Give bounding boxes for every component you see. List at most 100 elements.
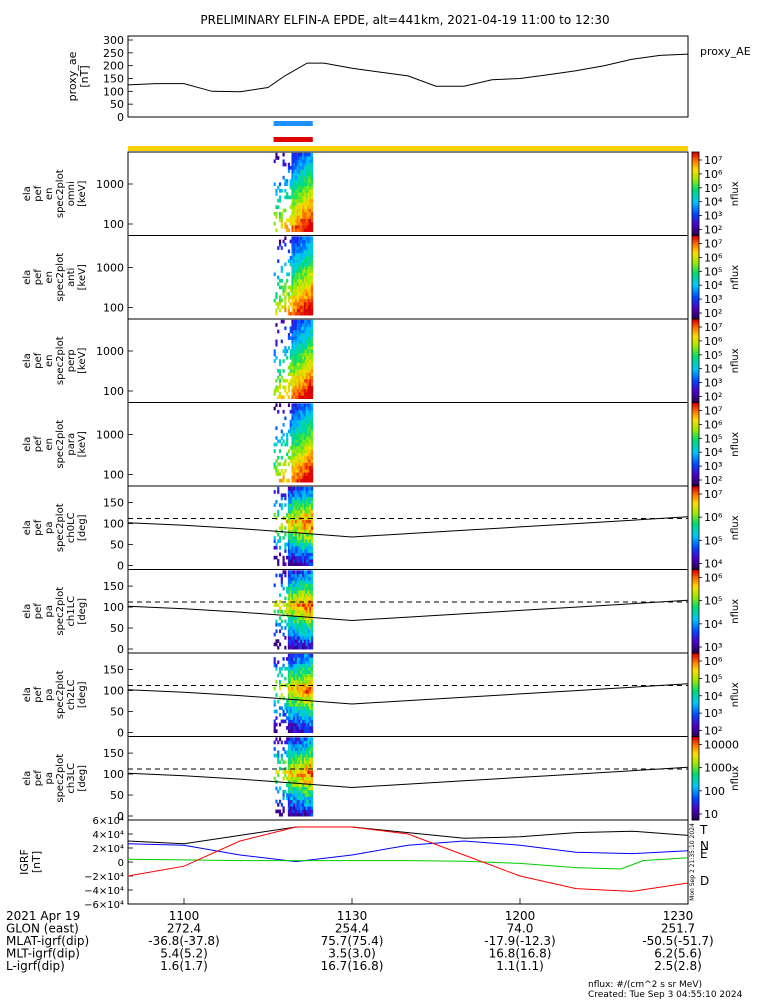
colorbar-cell (692, 636, 699, 639)
spectrogram-cell (293, 452, 296, 457)
spectrogram-cell (307, 706, 310, 711)
spectrogram-cell (289, 576, 292, 581)
spectrogram-cell (298, 469, 301, 473)
spectrogram-cell (294, 803, 298, 807)
spectrogram-cell (309, 526, 312, 530)
spectrogram-cell (300, 709, 303, 714)
spectrogram-cell (300, 311, 303, 316)
spectrogram-cell (311, 218, 314, 223)
spectrogram-cell (303, 365, 307, 370)
spectrogram-cell (311, 712, 314, 717)
spectrogram-cell (303, 472, 307, 476)
spectrogram-cell (305, 686, 308, 691)
colorbar-cell (692, 586, 699, 589)
spectrogram-cell (309, 259, 312, 263)
spectrogram-cell (287, 619, 291, 624)
spectrogram-cell (294, 311, 298, 316)
spectrogram-cell (305, 526, 308, 530)
spectrogram-cell (289, 726, 292, 730)
spectrogram-cell (275, 545, 278, 550)
spectrogram-cell (298, 716, 301, 720)
colorbar-cell (692, 154, 699, 157)
spectrogram-cell (298, 499, 301, 504)
spectrogram-cell (303, 439, 307, 444)
spectrogram-cell (307, 332, 310, 337)
colorbar-cell (692, 335, 699, 339)
spectrogram-cell (287, 372, 291, 377)
spectrogram-cell (302, 249, 305, 254)
spectrogram-cell (300, 740, 303, 745)
spectrogram-cell (309, 442, 312, 447)
spectrogram-cell (300, 539, 303, 544)
spectrogram-cell (300, 385, 303, 390)
spectrogram-cell (286, 666, 289, 671)
spectrogram-cell (298, 442, 301, 447)
spectrogram-cell (291, 472, 294, 476)
spectrogram-cell (303, 352, 307, 357)
spectrogram-cell (291, 673, 294, 678)
colorbar-stamp: Mon Sep 2 21:35:10 2024 (689, 823, 696, 901)
spectrogram-cell (289, 609, 292, 614)
spectrogram-cell (300, 606, 303, 611)
spectrogram-cell (291, 636, 294, 640)
colorbar-cell (692, 287, 699, 291)
axis-label-line: en (44, 271, 55, 284)
panel-ytick-label: 100 (103, 518, 124, 531)
colorbar-tick-label: 10⁶ (704, 418, 723, 431)
spectrogram-cell (273, 462, 276, 467)
spectrogram-cell (289, 622, 292, 627)
spectrogram-cell (300, 436, 303, 440)
panel-ytick-label: 0 (117, 560, 124, 573)
spectrogram-cell (300, 205, 303, 210)
spectrogram-cell (278, 809, 282, 814)
colorbar-cell (692, 225, 699, 228)
spectrogram-cell (305, 603, 308, 607)
spectrogram-cell (293, 763, 296, 768)
proxy-ae-ytick-label: 250 (103, 47, 124, 60)
spectrogram-cell (307, 162, 310, 167)
spectrogram-cell (303, 205, 307, 210)
spectrogram-cell (296, 326, 299, 331)
spectrogram-cell (291, 182, 294, 187)
spectrogram-cell (291, 783, 294, 787)
spectrogram-cell (305, 269, 308, 273)
spectrogram-cell (303, 809, 307, 814)
igrf-ytick-label: 2×10⁴ (93, 844, 124, 855)
spectrogram-cell (291, 326, 294, 331)
spectrogram-cell (296, 378, 299, 383)
spectrogram-cell (287, 709, 291, 714)
spectrogram-cell (311, 188, 314, 193)
colorbar-cell (692, 304, 699, 307)
spectrogram-cell (311, 259, 314, 263)
spectrogram-cell (294, 616, 298, 620)
spectrogram-cell (289, 737, 292, 741)
spectrogram-cell (282, 663, 285, 668)
spectrogram-cell (277, 803, 280, 807)
spectrogram-cell (291, 549, 294, 553)
colorbar-cell (692, 540, 699, 543)
colorbar-cell (692, 538, 699, 541)
spectrogram-cell (309, 737, 312, 741)
colorbar-cell (692, 709, 699, 712)
spectrogram-cell (307, 576, 310, 581)
colorbar-cell (692, 264, 699, 268)
spectrogram-cell (282, 359, 285, 363)
spectrogram-cell (278, 188, 282, 193)
spectrogram-cell (305, 385, 308, 390)
spectrogram-cell (298, 532, 301, 537)
spectrogram-cell (294, 185, 298, 190)
spectrogram-cell (300, 279, 303, 283)
spectrogram-cell (307, 660, 310, 665)
spectrogram-cell (300, 439, 303, 444)
panel-ytick-label: 1000 (96, 262, 124, 275)
spectrogram-cell (294, 202, 298, 206)
spectrogram-cell (311, 753, 314, 758)
spectrogram-cell (296, 469, 299, 473)
colorbar-cell (692, 367, 699, 370)
igrf-series-n (127, 840, 689, 863)
spectrogram-cell (284, 298, 287, 303)
spectrogram-cell (309, 378, 312, 383)
spectrogram-cell (300, 719, 303, 724)
spectrogram-cell (294, 156, 298, 160)
